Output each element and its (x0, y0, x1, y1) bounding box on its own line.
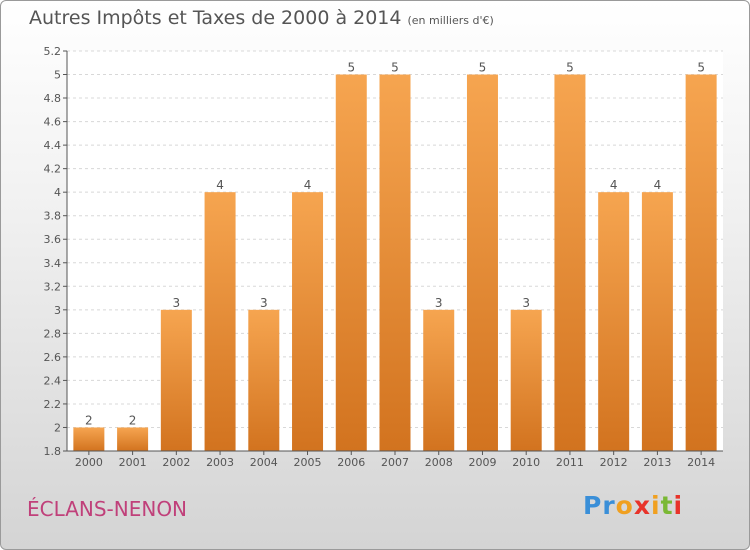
data-label: 5 (566, 61, 574, 75)
x-tick-label: 2009 (468, 456, 496, 469)
y-tick-label: 4.2 (44, 163, 62, 176)
x-tick-label: 2001 (119, 456, 147, 469)
bar (554, 74, 586, 451)
x-tick-label: 2005 (294, 456, 322, 469)
y-tick-label: 4.8 (44, 92, 62, 105)
data-label: 5 (391, 61, 399, 75)
bar (117, 427, 149, 451)
bar (292, 192, 324, 452)
x-tick-label: 2006 (337, 456, 365, 469)
x-tick-label: 2011 (556, 456, 584, 469)
bar (379, 74, 411, 451)
x-tick-label: 2000 (75, 456, 103, 469)
data-label: 3 (522, 296, 530, 310)
logo-letter: x (633, 491, 651, 520)
logo-letter: i (673, 491, 684, 520)
data-label: 5 (347, 61, 355, 75)
bar (160, 309, 192, 451)
x-tick-label: 2010 (512, 456, 540, 469)
data-label: 2 (129, 413, 137, 427)
y-tick-label: 3.2 (44, 280, 62, 293)
y-tick-label: 2.6 (44, 351, 62, 364)
x-tick-label: 2013 (643, 456, 671, 469)
bar (641, 192, 673, 452)
title-main: Autres Impôts et Taxes de 2000 à 2014 (29, 7, 402, 29)
bar (423, 309, 455, 451)
x-tick-label: 2007 (381, 456, 409, 469)
x-tick-label: 2014 (687, 456, 715, 469)
data-label: 3 (173, 296, 181, 310)
data-label: 4 (216, 178, 224, 192)
bar (510, 309, 542, 451)
bar (466, 74, 498, 451)
logo-letter: i (651, 491, 661, 520)
y-tick-label: 5.2 (44, 45, 62, 58)
x-tick-label: 2002 (162, 456, 190, 469)
logo-letter: t (660, 491, 674, 520)
data-label: 5 (479, 61, 487, 75)
y-tick-label: 5 (54, 69, 61, 82)
x-tick-label: 2008 (425, 456, 453, 469)
data-label: 2 (85, 413, 93, 427)
y-tick-label: 3.6 (44, 233, 62, 246)
logo-letter: P (583, 491, 603, 520)
y-tick-label: 4 (54, 186, 61, 199)
data-label: 4 (610, 178, 618, 192)
y-tick-label: 4.4 (44, 139, 62, 152)
x-tick-label: 2004 (250, 456, 278, 469)
y-tick-label: 2.4 (44, 374, 62, 387)
chart-title: Autres Impôts et Taxes de 2000 à 2014 (en… (29, 7, 494, 29)
y-tick-label: 2.8 (44, 327, 62, 340)
y-tick-label: 3.8 (44, 210, 62, 223)
bar (335, 74, 367, 451)
y-tick-label: 4.6 (44, 116, 62, 129)
logo-letter: r (602, 491, 616, 520)
bar (248, 309, 280, 451)
logo-letter: o (615, 491, 634, 520)
bar (204, 192, 236, 452)
data-label: 3 (260, 296, 268, 310)
commune-name: ÉCLANS-NENON (27, 497, 188, 521)
x-tick-label: 2003 (206, 456, 234, 469)
bar (598, 192, 630, 452)
data-label: 4 (654, 178, 662, 192)
proxiti-logo[interactable]: Proxiti (583, 491, 683, 520)
data-label: 4 (304, 178, 312, 192)
y-tick-label: 3.4 (44, 257, 62, 270)
bar (73, 427, 105, 451)
bar (685, 74, 717, 451)
y-tick-label: 3 (54, 304, 61, 317)
y-tick-label: 2 (54, 421, 61, 434)
title-subtitle: (en milliers d'€) (407, 14, 494, 27)
y-tick-label: 2.2 (44, 398, 62, 411)
data-label: 5 (697, 61, 705, 75)
x-tick-label: 2012 (600, 456, 628, 469)
y-tick-label: 1.8 (44, 445, 62, 458)
data-label: 3 (435, 296, 443, 310)
